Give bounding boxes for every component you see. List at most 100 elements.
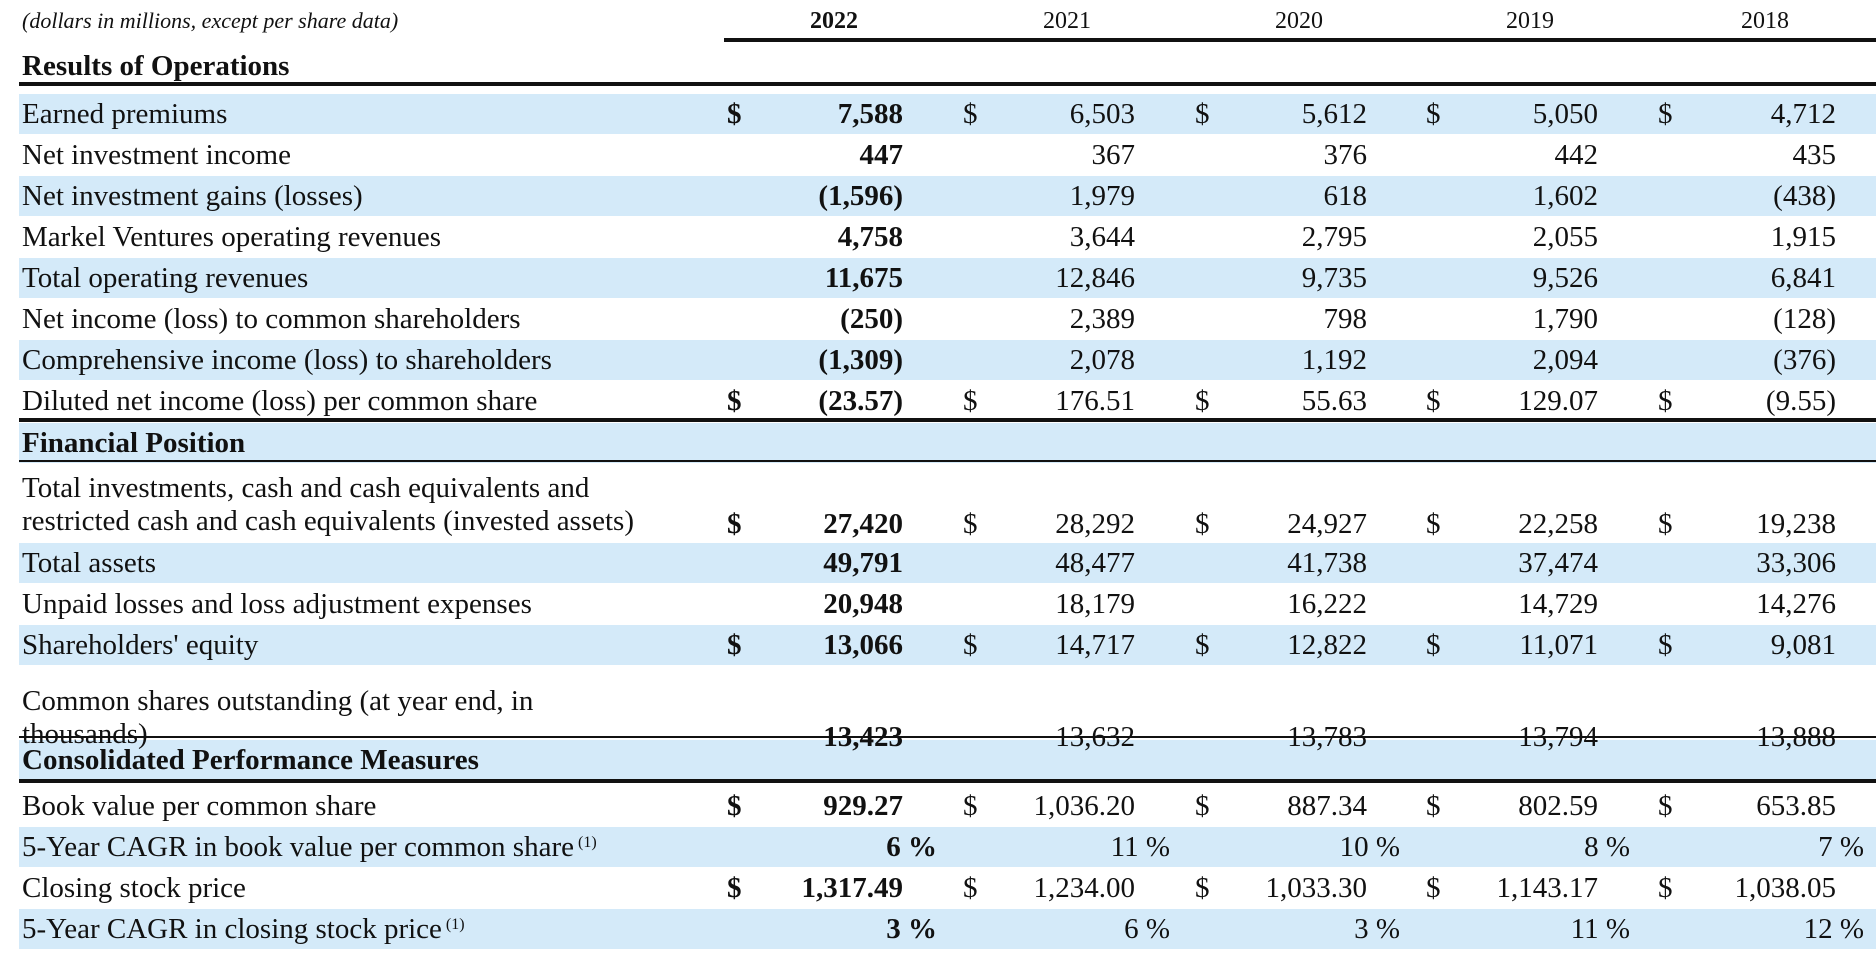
dollar-sign: $ [1426, 385, 1441, 417]
dollar-sign: $ [1195, 508, 1210, 540]
table-row: Shareholders' equity $13,066 $14,717 $12,82… [19, 625, 1876, 665]
value-cell-2019: 1,602 [1532, 180, 1598, 212]
dollar-sign: $ [1195, 790, 1210, 822]
row-label: 5-Year CAGR in closing stock price (1) [22, 909, 465, 949]
value-cell-2019: 37,474 [1518, 547, 1598, 579]
dollar-sign: $ [1195, 872, 1210, 904]
dollar-sign: $ [1426, 790, 1441, 822]
value-cell-2019: 129.07 [1518, 385, 1598, 417]
dollar-sign: $ [963, 385, 978, 417]
row-label-text: Unpaid losses and loss adjustment expens… [22, 588, 532, 620]
value-cell-2018: (438) [1773, 180, 1836, 212]
value-cell-2018: 653.85 [1756, 790, 1836, 822]
dollar-sign: $ [1658, 385, 1673, 417]
row-label: Net investment income [22, 135, 291, 175]
row-label-text: Net investment gains (losses) [22, 180, 363, 212]
value-cell-2021: 14,717 [1055, 629, 1135, 661]
dollar-sign: $ [963, 98, 978, 130]
value-cell-2022: 49,791 [823, 547, 903, 579]
value-cell-2020: 24,927 [1287, 508, 1367, 540]
table-row: Unpaid losses and loss adjustment expens… [19, 584, 1876, 624]
value-cell-2018: 4,712 [1770, 98, 1836, 130]
value-cell-2020: 3 % [1354, 913, 1400, 945]
value-cell-2020: 798 [1323, 303, 1368, 335]
table-row: Net investment income 447 367 376 442 435 [19, 135, 1876, 175]
value-cell-2019: 2,094 [1532, 344, 1598, 376]
dollar-sign: $ [727, 629, 742, 661]
value-cell-2022: 11,675 [824, 262, 903, 294]
dollar-sign: $ [1658, 508, 1673, 540]
dollar-sign: $ [727, 508, 742, 540]
dollar-sign: $ [1426, 508, 1441, 540]
column-header-2018: 2018 [1741, 8, 1789, 34]
value-cell-2021: 1,234.00 [1033, 872, 1136, 904]
value-cell-2022: (1,596) [818, 180, 903, 212]
row-label: Total investments, cash and cash equival… [22, 472, 634, 538]
value-cell-2019: 8 % [1584, 831, 1630, 863]
value-cell-2022: (1,309) [818, 344, 903, 376]
row-label: Common shares outstanding (at year end, … [22, 685, 533, 751]
value-cell-2020: 16,222 [1287, 588, 1367, 620]
row-label-text: Comprehensive income (loss) to sharehold… [22, 344, 552, 376]
value-cell-2018: 13,888 [1756, 721, 1836, 753]
value-cell-2019: 2,055 [1532, 221, 1598, 253]
value-cell-2021: 6,503 [1069, 98, 1135, 130]
table-row: Total investments, cash and cash equival… [19, 468, 1876, 544]
row-label-line: restricted cash and cash equivalents (in… [22, 505, 635, 537]
table-row: Total assets 49,791 48,477 41,738 37,474 33,3… [19, 543, 1876, 583]
dollar-sign: $ [1658, 790, 1673, 822]
value-cell-2019: 1,143.17 [1496, 872, 1599, 904]
row-label-text: Closing stock price [22, 872, 246, 904]
table-row: Net investment gains (losses) (1,596) 1,97… [19, 176, 1876, 216]
value-cell-2022: 929.27 [823, 790, 903, 822]
row-label-line: Common shares outstanding (at year end, … [22, 685, 534, 717]
value-cell-2018: (128) [1773, 303, 1836, 335]
value-cell-2020: 13,783 [1287, 721, 1367, 753]
value-cell-2021: 6 % [1124, 913, 1170, 945]
section-title: Financial Position [22, 427, 246, 459]
dollar-sign: $ [1426, 872, 1441, 904]
row-label-text: Shareholders' equity [22, 629, 259, 661]
row-label-text: Net income (loss) to common shareholders [22, 303, 521, 335]
row-label-line: thousands) [22, 718, 148, 750]
value-cell-2019: 5,050 [1532, 98, 1598, 130]
row-label: Net investment gains (losses) [22, 176, 363, 216]
value-cell-2019: 13,794 [1518, 721, 1598, 753]
value-cell-2018: 12 % [1803, 913, 1864, 945]
value-cell-2021: 176.51 [1055, 385, 1135, 417]
value-cell-2020: 41,738 [1287, 547, 1367, 579]
row-label: Comprehensive income (loss) to sharehold… [22, 340, 552, 380]
row-label-text: Markel Ventures operating revenues [22, 221, 442, 253]
table-row: Common shares outstanding (at year end, … [19, 681, 1876, 757]
row-label-text: Total assets [22, 547, 157, 579]
value-cell-2022: 27,420 [823, 508, 903, 540]
value-cell-2021: 28,292 [1055, 508, 1135, 540]
dollar-sign: $ [963, 872, 978, 904]
section-results: Results of Operations [19, 46, 1876, 86]
section-title: Consolidated Performance Measures [22, 744, 479, 776]
value-cell-2021: 11 % [1110, 831, 1170, 863]
value-cell-2019: 9,526 [1532, 262, 1598, 294]
dollar-sign: $ [1195, 98, 1210, 130]
row-label: 5-Year CAGR in book value per common sha… [22, 827, 597, 867]
row-label-text: Total operating revenues [22, 262, 309, 294]
table-row: Closing stock price $1,317.49 $1,234.00 $1,… [19, 868, 1876, 908]
value-cell-2020: 12,822 [1287, 629, 1367, 661]
dollar-sign: $ [727, 872, 742, 904]
value-cell-2020: 55.63 [1301, 385, 1367, 417]
value-cell-2018: (9.55) [1765, 385, 1836, 417]
section-position: Financial Position [19, 423, 1876, 463]
table-row: Comprehensive income (loss) to sharehold… [19, 340, 1876, 380]
dollar-sign: $ [727, 790, 742, 822]
dollar-sign: $ [963, 790, 978, 822]
table-row: Total operating revenues 11,675 12,846 9,73… [19, 258, 1876, 298]
value-cell-2019: 802.59 [1518, 790, 1598, 822]
section-rule [19, 82, 1876, 86]
value-cell-2022: 13,423 [823, 721, 903, 753]
value-cell-2020: 5,612 [1301, 98, 1367, 130]
value-cell-2018: 1,038.05 [1734, 872, 1837, 904]
value-cell-2018: 14,276 [1756, 588, 1836, 620]
section-performance: Consolidated Performance Measures [19, 740, 1876, 780]
value-cell-2021: 1,036.20 [1033, 790, 1136, 822]
value-cell-2020: 1,033.30 [1265, 872, 1368, 904]
